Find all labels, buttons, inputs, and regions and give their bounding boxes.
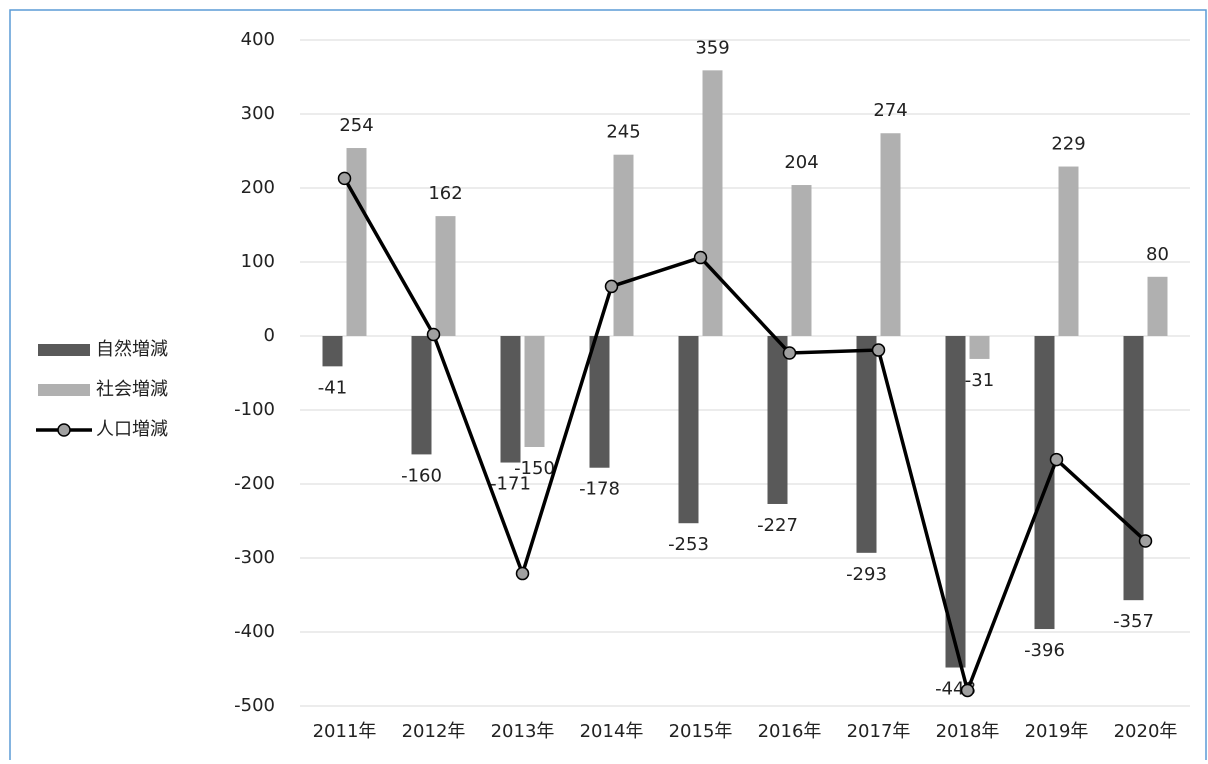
data-label: 254 [339,115,373,136]
x-tick-label: 2019年 [1025,721,1089,742]
data-label: -160 [401,465,442,486]
x-tick-label: 2018年 [936,721,1000,742]
line-marker [871,343,886,357]
chart-border [9,9,1207,764]
data-label: -150 [514,458,555,479]
x-tick-label: 2017年 [847,721,911,742]
data-label: -293 [846,564,887,585]
y-tick-label: -100 [234,399,275,420]
bar [678,336,699,524]
bar [500,336,521,463]
x-tick-label: 2020年 [1114,721,1178,742]
bar [880,133,901,336]
y-tick-label: -400 [234,621,275,642]
data-label: 229 [1051,134,1085,155]
bar [435,216,456,336]
x-tick-label: 2011年 [313,721,377,742]
data-label: -178 [579,479,620,500]
bar [945,336,966,668]
data-label: -227 [757,515,798,536]
line-marker [337,171,352,186]
y-tick-label: 100 [241,251,275,272]
bar [613,154,634,336]
line-marker [782,346,797,360]
data-label: -396 [1024,640,1065,661]
bar [322,336,343,367]
bar [589,336,610,468]
data-label: -171 [490,474,531,495]
bar [791,185,812,336]
y-tick-label: 0 [264,325,275,346]
data-label: 359 [695,37,729,58]
y-tick-label: -300 [234,547,275,568]
legend-label: 人口増減 [96,419,168,440]
x-tick-label: 2013年 [491,721,555,742]
bar [1058,166,1079,336]
legend-label: 社会増減 [96,379,168,400]
bar [767,336,788,504]
x-tick-label: 2014年 [580,721,644,742]
bar [969,336,990,359]
y-tick-label: -200 [234,473,275,494]
x-tick-label: 2016年 [758,721,822,742]
bar [1123,336,1144,601]
data-label: 245 [606,122,640,143]
y-tick-label: 300 [241,103,275,124]
bar [524,336,545,447]
bar [702,70,723,336]
line-marker [604,279,619,294]
y-tick-label: 200 [241,177,275,198]
legend-marker [57,423,71,437]
line-marker [960,683,975,698]
data-label: 162 [428,183,462,204]
y-tick-label: -500 [234,695,275,716]
bar [1034,336,1055,630]
y-tick-label: 400 [241,29,275,50]
line-marker [693,250,708,265]
legend-swatch [38,344,90,356]
x-tick-label: 2015年 [669,721,733,742]
data-label: -31 [965,370,994,391]
data-label: -357 [1113,611,1154,632]
bar [1147,276,1168,336]
bar [346,148,367,336]
data-label: 274 [873,100,907,121]
data-label: -253 [668,534,709,555]
bar [411,336,432,455]
line-marker [426,327,441,342]
data-label: 204 [784,152,818,173]
line-marker [1138,534,1153,548]
legend-swatch [38,384,90,396]
bar [856,336,877,553]
line-marker [515,566,530,581]
x-tick-label: 2012年 [402,721,466,742]
data-label: 80 [1146,244,1169,265]
line [342,177,1147,697]
legend-label: 自然増減 [96,339,168,360]
line-marker [1049,452,1064,467]
data-label: -41 [318,377,347,398]
